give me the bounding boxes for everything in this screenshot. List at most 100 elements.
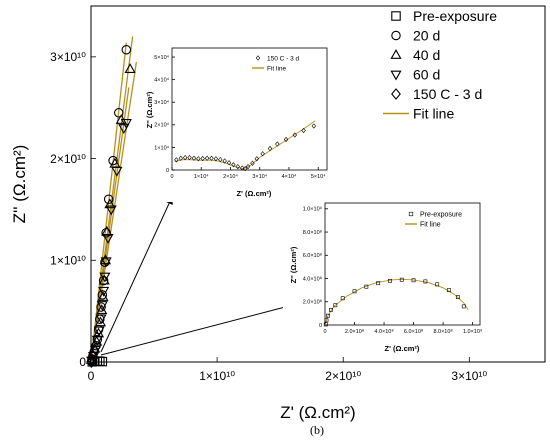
data-point-pre-exposure bbox=[324, 318, 329, 323]
y-tick-label: 6.0×10⁸ bbox=[303, 252, 322, 259]
bottom-inset-frame bbox=[324, 202, 481, 326]
x-tick-label: 5×10⁴ bbox=[311, 173, 326, 180]
data-point-20-d bbox=[108, 155, 118, 166]
data-point-60-d bbox=[91, 335, 103, 346]
legend-label: 40 d bbox=[413, 47, 440, 63]
x-tick-label: 4×10⁴ bbox=[282, 173, 297, 180]
data-point-pre-exposure bbox=[97, 356, 108, 367]
x-tick-label: 2.0×10⁸ bbox=[345, 328, 364, 335]
legend-label: Pre-exposure bbox=[413, 8, 497, 24]
legend-marker bbox=[408, 211, 414, 217]
data-point-pre-exposure bbox=[333, 303, 338, 308]
main-ticks: 0 1×10¹⁰ 2×10¹⁰ 3×10¹⁰ 0 1×10¹⁰ 2×10¹⁰ 3×10¹⁰ bbox=[50, 50, 487, 383]
legend-marker bbox=[390, 70, 402, 81]
data-point-20-d bbox=[113, 108, 124, 118]
data-point-150-c-3-d bbox=[178, 155, 183, 161]
data-point-20-d bbox=[97, 290, 108, 300]
y-tick-label: 8.0×10⁸ bbox=[303, 229, 322, 236]
x-tick-label: 2×10⁴ bbox=[223, 173, 238, 180]
legend-label: Fit line bbox=[413, 106, 454, 122]
data-point-20-d bbox=[121, 44, 132, 55]
data-point-150-c-3-d bbox=[267, 145, 273, 152]
data-point-150-c-3-d bbox=[254, 156, 260, 162]
data-point-pre-exposure bbox=[399, 277, 404, 282]
top-inset-legend: 150 C - 3 d Fit line bbox=[252, 55, 300, 72]
fit-line-1 bbox=[324, 278, 469, 326]
x-tick-label: 2×10¹⁰ bbox=[325, 369, 361, 383]
legend-label: Pre-exposure bbox=[420, 212, 462, 219]
x-tick-label: 8.0×10⁸ bbox=[433, 328, 452, 335]
data-point-150-c-3-d bbox=[204, 155, 210, 161]
data-point-60-d bbox=[96, 301, 108, 311]
main-plot-frame bbox=[90, 5, 546, 363]
legend-label: 60 d bbox=[413, 67, 440, 83]
legend-marker bbox=[390, 49, 402, 59]
legend-label: 150 C - 3 d bbox=[267, 55, 300, 62]
y-tick-label: 2×10⁴ bbox=[154, 122, 169, 129]
data-point-40-d bbox=[94, 316, 107, 327]
main-data-points bbox=[86, 44, 136, 368]
data-point-150-c-3-d bbox=[187, 154, 192, 161]
y-tick-label: 3×10⁴ bbox=[154, 99, 169, 106]
data-point-40-d bbox=[124, 63, 136, 73]
arrow-to-bottom-inset bbox=[100, 297, 313, 356]
x-tick-label: 1×10¹⁰ bbox=[199, 369, 235, 383]
data-point-150-c-3-d bbox=[218, 156, 223, 163]
data-point-pre-exposure bbox=[352, 289, 357, 294]
data-point-150-c-3-d bbox=[239, 165, 245, 171]
legend-marker bbox=[391, 88, 401, 100]
data-point-pre-exposure bbox=[323, 322, 328, 327]
main-legend: Pre-exposure 20 d 40 d 60 d 150 C - 3 d Fit l… bbox=[383, 8, 497, 122]
data-point-pre-exposure bbox=[455, 295, 460, 300]
data-point-150-c-3-d bbox=[182, 154, 188, 161]
data-point-150-c-3-d bbox=[242, 166, 248, 172]
data-point-150-c-3-d bbox=[196, 156, 201, 162]
x-tick-label: 1×10⁴ bbox=[194, 173, 209, 180]
top-inset-frame bbox=[171, 47, 328, 171]
x-tick-label: 0 bbox=[88, 369, 95, 383]
data-point-60-d bbox=[93, 326, 105, 337]
y-tick-label: 5×10⁴ bbox=[154, 54, 169, 61]
bottom-inset-background bbox=[283, 200, 483, 354]
legend-label: Fit line bbox=[420, 222, 441, 229]
data-point-150-c-3-d bbox=[174, 157, 179, 163]
data-point-40-d bbox=[96, 304, 108, 315]
data-point-pre-exposure bbox=[435, 282, 440, 287]
data-point-60-d bbox=[111, 166, 123, 177]
data-point-60-d bbox=[100, 257, 112, 268]
y-tick-label: 0 bbox=[79, 355, 86, 369]
data-point-60-d bbox=[105, 205, 117, 216]
x-tick-label: 3×10⁴ bbox=[252, 173, 267, 180]
bottom-inset-legend: Pre-exposure Fit line bbox=[405, 212, 462, 229]
data-point-150-c-3-d bbox=[311, 123, 317, 129]
top-inset-background bbox=[154, 40, 330, 202]
y-tick-label: 4.0×10⁸ bbox=[303, 275, 322, 282]
legend-marker bbox=[391, 11, 401, 21]
data-point-20-d bbox=[103, 194, 114, 205]
data-point-40-d bbox=[101, 225, 113, 236]
data-point-60-d bbox=[95, 314, 107, 325]
data-point-60-d bbox=[89, 345, 101, 356]
data-point-pre-exposure bbox=[364, 284, 369, 289]
y-tick-label: 2×10¹⁰ bbox=[50, 152, 86, 166]
legend-marker bbox=[255, 55, 261, 61]
top-inset-data-points bbox=[174, 123, 317, 172]
bottom-inset-fit-line bbox=[324, 278, 469, 326]
y-tick-label: 1×10¹⁰ bbox=[50, 253, 86, 267]
data-point-pre-exposure bbox=[340, 296, 345, 301]
data-point-60-d bbox=[98, 286, 110, 297]
bottom-inset-data-points bbox=[323, 277, 466, 327]
y-tick-label: 0 bbox=[319, 323, 322, 329]
data-point-150-c-3-d bbox=[250, 160, 255, 166]
data-point-40-d bbox=[104, 198, 116, 209]
data-point-20-d bbox=[96, 302, 106, 312]
data-point-150-c-3-d bbox=[200, 155, 205, 162]
top-inset-x-label: Z' (Ω.cm²) bbox=[237, 189, 272, 198]
main-y-axis-label: Z'' (Ω.cm²) bbox=[10, 145, 29, 224]
data-point-pre-exposure bbox=[388, 278, 392, 283]
x-tick-label: 3×10¹⁰ bbox=[451, 369, 487, 383]
bottom-inset-x-label: Z' (Ω.cm²) bbox=[385, 344, 420, 353]
x-tick-label: 0 bbox=[323, 329, 326, 335]
data-point-150-c-3-d bbox=[245, 163, 251, 170]
